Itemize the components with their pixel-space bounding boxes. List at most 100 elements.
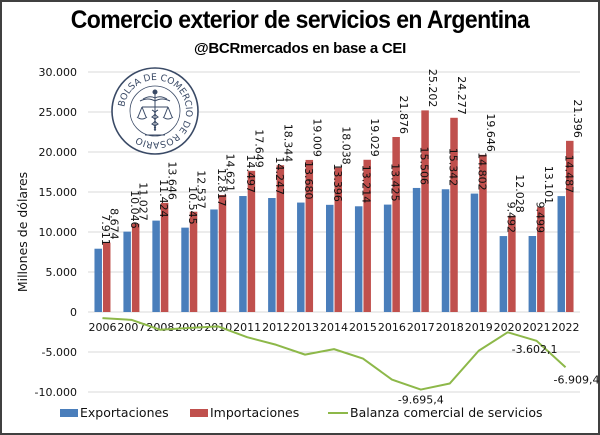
legend-item-imports[interactable]: Importaciones (190, 405, 299, 420)
exports-bar (94, 248, 102, 312)
imports-data-label: 21.396 (571, 99, 584, 138)
legend-item-balance[interactable]: Balanza comercial de servicios (328, 405, 543, 420)
y-tick-label: 15.000 (39, 186, 78, 199)
x-tick-label: 2011 (233, 321, 261, 334)
imports-bar (392, 136, 400, 312)
bars (94, 110, 574, 312)
exports-data-label: 13.425 (389, 163, 402, 202)
x-axis-ticks: 2006 2007 2008 2009 2010 2011 2012 2013 2014 2015… (88, 321, 579, 334)
exports-data-label: 15.506 (418, 146, 431, 185)
exports-data-label: 14.497 (244, 155, 257, 194)
imports-bar (247, 170, 256, 312)
imports-data-label: 19.029 (368, 118, 381, 157)
exports-data-label: 13.214 (360, 165, 373, 204)
exports-bar (181, 227, 189, 312)
x-tick-label: 2015 (349, 321, 377, 334)
x-tick-label: 2008 (146, 321, 174, 334)
legend-swatch-exports (60, 408, 78, 417)
x-tick-label: 2006 (88, 321, 116, 334)
imports-bar (421, 110, 429, 312)
y-tick-label: 25.000 (39, 106, 78, 119)
imports-data-label: 11.027 (137, 182, 150, 221)
exports-bar (441, 189, 450, 312)
exports-bar (557, 196, 566, 312)
imports-data-label: 8.674 (108, 208, 121, 240)
imports-bar (334, 167, 342, 312)
y-axis-ticks: 30.000 25.000 20.000 15.000 10.000 5.000 0 -5.0… (35, 66, 77, 399)
x-tick-label: 2010 (204, 321, 232, 334)
balance-data-label: -6.909,4 (554, 373, 600, 386)
exports-bar (326, 204, 334, 312)
logo-inner-ring (129, 85, 181, 137)
x-tick-label: 2016 (378, 321, 406, 334)
imports-data-label: 12.028 (513, 174, 526, 213)
x-tick-label: 2018 (436, 321, 464, 334)
exports-data-label: 13.680 (302, 161, 315, 200)
exports-bar (499, 236, 508, 312)
imports-bar (131, 223, 140, 312)
legend-item-exports[interactable]: Exportaciones (60, 405, 169, 420)
exports-data-label: 14.802 (475, 152, 488, 191)
imports-data-label: 24.277 (455, 76, 468, 115)
imports-bar (102, 242, 111, 312)
exports-bar (239, 196, 247, 312)
y-tick-label: -10.000 (35, 386, 77, 399)
x-tick-label: 2014 (320, 321, 348, 334)
exports-data-label: 14.487 (562, 155, 575, 194)
exports-bar (354, 206, 363, 312)
imports-bar (479, 154, 487, 312)
y-tick-label: 10.000 (39, 226, 78, 239)
exports-bar (470, 193, 479, 312)
balance-line-group (102, 317, 567, 391)
balance-data-label: -9.695,4 (398, 394, 444, 407)
x-tick-label: 2021 (523, 321, 551, 334)
exports-data-label: 11.424 (157, 179, 170, 218)
imports-data-label: 21.876 (397, 95, 410, 134)
exports-bar (210, 209, 218, 312)
chart-legend: Exportaciones Importaciones Balanza come… (60, 405, 600, 425)
imports-data-label: 18.344 (281, 124, 294, 163)
x-tick-label: 2019 (465, 321, 493, 334)
y-axis-label: Millones de dólares (15, 172, 30, 292)
imports-bar (160, 202, 169, 312)
exports-bar (123, 231, 131, 312)
x-tick-label: 2013 (291, 321, 319, 334)
y-tick-label: 0 (70, 306, 77, 319)
exports-data-label: 14.247 (273, 157, 286, 196)
imports-data-label: 13.101 (542, 166, 555, 205)
legend-label-exports: Exportaciones (80, 405, 169, 420)
exports-bar (412, 187, 421, 312)
bcr-logo: BOLSA DE COMERCIO DE ROSARIO (111, 67, 199, 155)
exports-bar (152, 220, 160, 312)
imports-bar (363, 159, 371, 312)
chart-subtitle: @BCRmercados en base a CEI (194, 40, 406, 57)
balance-data-label: -3.602,1 (512, 343, 558, 356)
exports-data-label: 15.342 (447, 148, 460, 187)
chart-title: Comercio exterior de servicios en Argent… (70, 6, 530, 34)
imports-bar (218, 195, 227, 312)
legend-label-balance: Balanza comercial de servicios (350, 405, 543, 420)
exports-data-label: 13.396 (331, 163, 344, 202)
imports-data-label: 19.646 (484, 113, 497, 152)
exports-data-label: 9.499 (533, 202, 546, 234)
y-tick-label: 5.000 (46, 266, 78, 279)
imports-bar (566, 140, 574, 312)
imports-data-label: 25.202 (426, 69, 439, 108)
x-tick-label: 2022 (552, 321, 580, 334)
imports-bar (508, 215, 516, 312)
y-tick-label: 30.000 (39, 66, 78, 79)
imports-data-label: 18.038 (339, 126, 352, 165)
legend-swatch-imports (190, 408, 208, 417)
imports-data-label: 12.537 (195, 170, 208, 209)
imports-data-label: 14.621 (223, 154, 236, 193)
x-tick-label: 2020 (494, 321, 522, 334)
exports-data-label: 10.046 (128, 190, 141, 229)
y-tick-label: 20.000 (39, 146, 78, 159)
exports-data-label: 12.817 (215, 168, 228, 207)
imports-data-label: 17.649 (252, 129, 265, 168)
exports-data-label: 9.492 (504, 202, 517, 234)
imports-bar (189, 211, 198, 312)
exports-data-label: 10.545 (186, 186, 199, 225)
